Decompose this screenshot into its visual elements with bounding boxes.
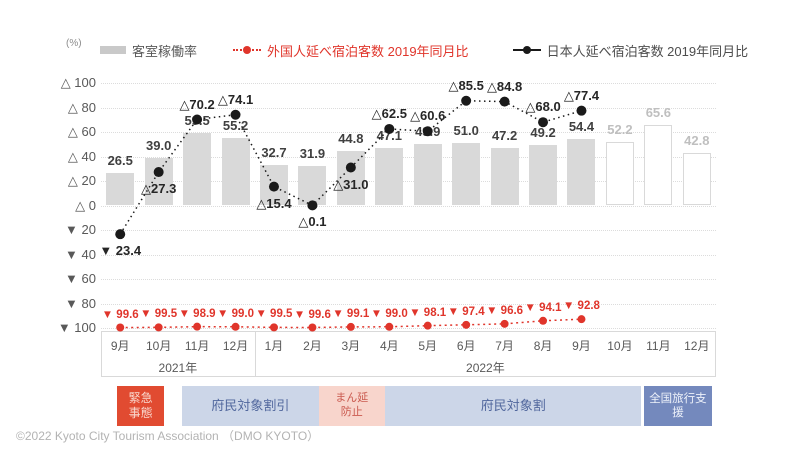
y-gridline: [101, 230, 716, 231]
year-divider: [254, 331, 256, 377]
japanese-line-value-label: △15.4: [256, 195, 292, 211]
occupancy-bar: [490, 147, 519, 206]
japanese-line-value-label: △31.0: [333, 176, 369, 192]
forecast-bar: [644, 125, 673, 206]
y-gridline: [101, 303, 716, 305]
occupancy-bar: [567, 138, 596, 206]
legend-foreign-label: 外国人延べ宿泊客数 2019年同月比: [267, 43, 469, 59]
occupancy-bar: [529, 145, 558, 206]
foreign-line-value-label: ▼ 99.0: [370, 307, 408, 320]
red-dotted-line-icon: [233, 45, 262, 55]
x-axis-month-label: 4月: [379, 339, 399, 353]
x-axis-month-label: 2月: [303, 339, 322, 353]
foreign-line-value-label: ▼ 99.6: [293, 308, 331, 321]
bar-value-label: 52.2: [607, 121, 633, 137]
x-axis-month-label: 6月: [456, 339, 476, 353]
japanese-line-value-label: △68.0: [525, 99, 561, 115]
bar-value-label: 39.0: [146, 137, 172, 153]
y-axis-tick-label: △ 0: [75, 197, 96, 213]
foreign-line-value-label: ▼ 99.5: [140, 308, 178, 321]
y-axis-tick-label: △ 40: [67, 148, 96, 164]
y-gridline: [101, 83, 716, 84]
legend-item-japanese: 日本人延べ宿泊客数 2019年同月比: [512, 41, 749, 60]
copyright-text: ©2022 Kyoto City Tourism Association （DM…: [16, 429, 320, 443]
bar-value-label: 26.5: [107, 153, 133, 169]
legend-item-occupancy: 客室稼働率: [100, 41, 197, 60]
y-gridline: [101, 254, 716, 256]
period-band-fumin-discount: 府民対象割引: [181, 386, 319, 426]
japanese-line-value-label: △84.8: [486, 78, 523, 94]
foreign-line-value-label: ▼ 97.4: [447, 305, 485, 318]
japanese-line-value-label: △85.5: [448, 77, 484, 93]
legend-item-foreign: 外国人延べ宿泊客数 2019年同月比: [233, 41, 469, 60]
x-axis-year-label: 2021年: [158, 361, 198, 375]
legend-japanese-label: 日本人延べ宿泊客数 2019年同月比: [546, 43, 749, 59]
japanese-line-value-label: △70.2: [179, 96, 215, 112]
bar-value-label: 31.9: [299, 146, 326, 162]
y-gridline: [101, 205, 716, 207]
x-axis-month-label: 3月: [341, 339, 361, 353]
y-gridline: [101, 279, 716, 280]
forecast-bar: [682, 153, 711, 206]
japanese-line-value-label: △27.3: [141, 181, 177, 197]
x-axis-month-label: 9月: [110, 339, 130, 353]
black-line-icon: [512, 45, 541, 55]
x-axis-month-label: 12月: [222, 339, 249, 353]
y-axis-tick-label: ▼ 80: [65, 295, 96, 311]
x-axis-month-label: 9月: [572, 339, 591, 353]
y-axis-unit-label: (%): [66, 38, 82, 49]
foreign-line-value-label: ▼ 99.0: [217, 307, 255, 320]
x-axis-band: [101, 331, 716, 377]
foreign-line-value-label: ▼ 92.8: [562, 300, 600, 313]
japanese-line-value-label: △0.1: [298, 214, 327, 230]
y-axis-tick-label: ▼ 100: [57, 320, 96, 335]
x-axis-month-label: 7月: [495, 339, 514, 353]
y-axis-tick-label: △ 20: [67, 173, 96, 188]
occupancy-bar: [452, 143, 481, 206]
x-axis-year-label: 2022年: [466, 361, 505, 375]
period-band-manen-boushi: まん延 防止: [318, 386, 385, 426]
foreign-line-value-label: ▼ 96.6: [486, 304, 524, 317]
forecast-bar: [605, 141, 634, 206]
japanese-line-value-label: △60.6: [410, 108, 446, 124]
x-axis-month-label: 8月: [533, 339, 553, 353]
y-axis-tick-label: △ 80: [67, 99, 96, 115]
japanese-line-value-label: △74.1: [217, 91, 254, 107]
foreign-line-value-label: ▼ 99.1: [332, 307, 370, 320]
bar-value-label: 42.8: [684, 133, 710, 149]
y-axis-tick-label: ▼ 20: [65, 222, 96, 237]
japanese-line-value-label: △77.4: [563, 87, 600, 103]
foreign-line-value-label: ▼ 94.1: [524, 301, 562, 314]
y-gridline: [101, 328, 716, 329]
occupancy-bar: [413, 144, 442, 206]
x-axis-month-label: 10月: [607, 339, 633, 353]
period-band-fumin-wari: 府民対象割: [385, 386, 642, 426]
chart-legend: 客室稼働率 外国人延べ宿泊客数 2019年同月比 日本人延べ宿泊客数 2019年…: [100, 41, 749, 60]
x-axis-month-label: 12月: [684, 339, 710, 353]
japanese-line-value-label: ▼ 23.4: [99, 243, 142, 259]
bar-value-label: 65.6: [645, 105, 671, 121]
x-axis-month-label: 5月: [418, 339, 438, 353]
x-axis-month-label: 10月: [145, 339, 172, 353]
y-axis-tick-label: △ 100: [60, 75, 96, 90]
foreign-line-value-label: ▼ 99.6: [101, 308, 139, 321]
x-axis-month-label: 11月: [646, 339, 671, 353]
foreign-line-value-label: ▼ 98.1: [409, 306, 447, 319]
y-axis-tick-label: ▼ 60: [65, 271, 96, 286]
bar-value-label: 55.2: [222, 117, 249, 133]
x-axis-month-label: 11月: [184, 339, 210, 353]
bar-swatch-icon: [100, 46, 126, 54]
period-band-emergency: 緊急 事態: [117, 386, 165, 426]
japanese-line-value-label: △62.5: [371, 105, 407, 121]
legend-occupancy-label: 客室稼働率: [132, 43, 198, 59]
period-band-national-travel: 全国旅行支援: [643, 386, 713, 426]
x-axis-month-label: 1月: [264, 339, 284, 353]
foreign-line-value-label: ▼ 98.9: [178, 307, 216, 320]
foreign-line-value-label: ▼ 99.5: [255, 308, 293, 321]
y-axis-tick-label: △ 60: [67, 124, 96, 139]
y-axis-tick-label: ▼ 40: [65, 246, 96, 262]
